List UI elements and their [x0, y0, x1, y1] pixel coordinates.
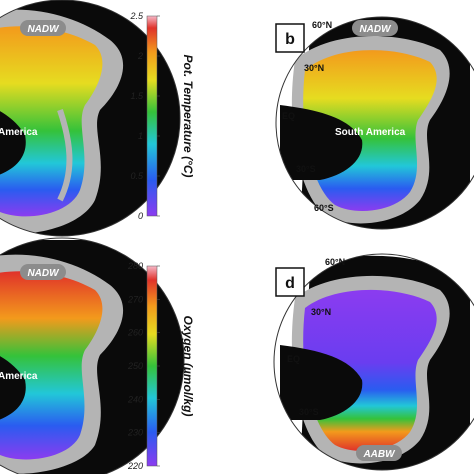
panel-d-tag-bg — [356, 445, 402, 461]
temperature-tick-label: 0 — [138, 211, 143, 221]
panel-d-lat-30n: 30°N — [311, 307, 331, 317]
panel-d-water-mass: AABW — [362, 449, 396, 460]
panel-d-letter: d — [285, 275, 295, 292]
oxygen-colorbar-ramp — [146, 265, 158, 467]
panel-b-lat-30s: 30°S — [296, 164, 316, 174]
panel-b-tag-bg — [352, 20, 398, 36]
oxygen-tick-label: 250 — [127, 361, 143, 371]
panel-c-oxygen-field — [0, 271, 103, 460]
panel-d-lat-eq: EQ — [287, 354, 300, 364]
oxygen-tick-label: 260 — [127, 328, 143, 338]
panel-b-lat-60s: 60°S — [314, 203, 334, 213]
oxygen-tick-label: 280 — [127, 261, 143, 271]
panel-b-lat-30n: 30°N — [304, 63, 324, 73]
panel-b-water-mass: NADW — [359, 24, 392, 35]
panel-b-lat-60n: 60°N — [312, 20, 332, 30]
panel-b-continent-label: South America — [335, 127, 406, 138]
panel-d-letter-box — [275, 267, 305, 297]
panel-a-globe-outline — [0, 0, 181, 237]
panel-b-letter-box — [275, 23, 305, 53]
temperature-tick-label: 2 — [137, 51, 143, 61]
panel-a-water-mass: NADW — [27, 24, 60, 35]
panel-d-lat-30s: 30°S — [299, 407, 319, 417]
panel-d: d AABW 30°N EQ 30°S 60°N — [273, 253, 474, 471]
panel-a-tag-bg — [20, 20, 66, 36]
temperature-colorbar-ramp — [146, 15, 158, 217]
panel-b-letter: b — [285, 31, 295, 48]
panel-a-continent-label: America — [0, 127, 38, 138]
temperature-tick-label: 1 — [138, 131, 143, 141]
temperature-tick-label: 2.5 — [129, 11, 144, 21]
panel-c-continent-label: America — [0, 371, 38, 382]
temperature-colorbar-title: Pot. Temperature (°C) — [181, 54, 195, 177]
panel-d-lat-60n: 60°N — [325, 257, 345, 267]
oxygen-tick-label: 220 — [127, 461, 143, 471]
panel-b: b NADW South America 60°N 30°N EQ 30°S 6… — [275, 16, 474, 230]
panel-c-water-mass: NADW — [27, 268, 60, 279]
panel-c: NADW America — [0, 237, 185, 474]
panel-a-ridge — [57, 109, 73, 202]
oxygen-colorbar-title: Oxygen (µmol/kg) — [181, 316, 195, 417]
oxygen-tick-label: 230 — [127, 428, 143, 438]
panel-a-south-america — [0, 90, 26, 180]
panel-d-globe-outline — [273, 253, 474, 471]
temperature-tick-label: 0.5 — [130, 171, 144, 181]
panel-b-lat-eq: EQ — [282, 111, 295, 121]
temperature-colorbar-ticks: 0 0.5 1 1.5 2 2.5 — [129, 11, 160, 221]
oxygen-tick-label: 240 — [127, 394, 143, 404]
panel-b-globe — [276, 17, 474, 229]
oxygen-colorbar-ticks: 220 230 240 250 260 270 280 — [127, 261, 160, 471]
panel-d-globe — [274, 254, 474, 470]
panel-d-south-america — [280, 345, 363, 420]
panel-a: NADW America — [0, 0, 181, 237]
temperature-colorbar: 0 0.5 1 1.5 2 2.5 Pot. Temperature (°C) — [129, 11, 195, 221]
panel-c-south-america — [0, 335, 26, 425]
oxygen-colorbar: 220 230 240 250 260 270 280 Oxygen (µmol/kg) — [127, 261, 195, 471]
panel-b-south-america — [280, 105, 363, 180]
oxygen-tick-label: 270 — [127, 294, 143, 304]
panel-c-globe-outline — [0, 237, 185, 474]
panel-c-tag-bg — [20, 264, 66, 280]
panel-b-globe-outline — [275, 16, 474, 230]
temperature-tick-label: 1.5 — [130, 91, 144, 101]
